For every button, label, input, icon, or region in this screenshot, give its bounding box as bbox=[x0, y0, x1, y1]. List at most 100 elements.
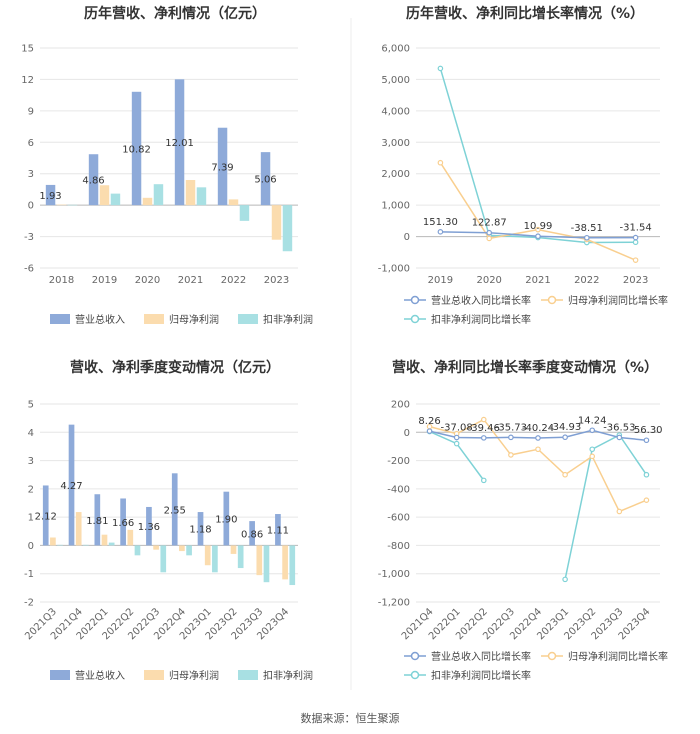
y-tick-label: 5,000 bbox=[381, 75, 410, 86]
bar-deducted-profit bbox=[282, 205, 293, 252]
x-tick-label: 2023 bbox=[264, 275, 289, 286]
x-tick-label: 2021 bbox=[178, 275, 203, 286]
y-tick-label: 0 bbox=[404, 232, 410, 243]
chart-title: 营收、净利季度变动情况（亿元） bbox=[70, 359, 280, 376]
x-tick-label: 2019 bbox=[92, 275, 117, 286]
line-point bbox=[562, 576, 568, 583]
y-tick-label: 2 bbox=[28, 484, 34, 495]
bar-deducted-profit bbox=[186, 545, 192, 556]
line-point bbox=[453, 434, 460, 441]
y-tick-label: -1,200 bbox=[378, 598, 410, 609]
data-source: 数据来源：恒生聚源 bbox=[301, 711, 400, 725]
bar-data-label: 1.93 bbox=[39, 191, 61, 202]
bar-revenue bbox=[88, 154, 99, 206]
y-tick-label: 6 bbox=[28, 138, 34, 149]
y-tick-label: 15 bbox=[21, 44, 34, 55]
chart-title: 营收、净利同比增长率季度变动情况（%） bbox=[392, 359, 658, 376]
bar-data-label: 1.90 bbox=[215, 515, 237, 526]
y-tick-label: -800 bbox=[387, 541, 410, 552]
legend-label: 扣非净利润同比增长率 bbox=[431, 669, 531, 682]
bar-deducted-profit bbox=[263, 545, 270, 583]
y-tick-label: 0 bbox=[28, 541, 34, 552]
legend-marker bbox=[410, 651, 420, 661]
bar-revenue bbox=[45, 184, 56, 206]
bar-revenue bbox=[146, 506, 152, 546]
bar-data-label: 1.11 bbox=[267, 526, 289, 537]
line-point bbox=[535, 233, 541, 240]
bar-net-profit bbox=[256, 545, 263, 576]
line-point bbox=[508, 434, 514, 441]
bar-net-profit bbox=[56, 204, 67, 206]
bar-deducted-profit bbox=[212, 545, 218, 573]
bar-deducted-profit bbox=[110, 193, 121, 206]
bar-data-label: 2.55 bbox=[164, 505, 186, 516]
legend-marker bbox=[410, 314, 420, 324]
y-tick-label: 1,000 bbox=[381, 201, 410, 212]
bar-data-label: 1.36 bbox=[138, 522, 160, 533]
line-point bbox=[480, 435, 487, 441]
line-point bbox=[437, 159, 444, 166]
x-tick-label: 2023 bbox=[623, 275, 648, 286]
y-tick-label: 9 bbox=[28, 106, 34, 117]
y-tick-label: -400 bbox=[387, 484, 410, 495]
line-point bbox=[589, 453, 596, 460]
bar-net-profit bbox=[230, 545, 237, 554]
line-data-label: -31.54 bbox=[619, 223, 651, 234]
legend-label: 扣非净利润 bbox=[263, 669, 313, 682]
series-line bbox=[439, 162, 636, 261]
line-point bbox=[508, 452, 514, 458]
y-tick-label: 1 bbox=[28, 513, 34, 524]
legend-swatch bbox=[50, 314, 70, 324]
line-point bbox=[643, 497, 650, 503]
y-tick-label: -1,000 bbox=[378, 264, 410, 275]
bar-data-label: 1.81 bbox=[86, 516, 108, 527]
bar-revenue bbox=[94, 494, 101, 546]
bar-revenue bbox=[68, 424, 75, 546]
y-tick-label: 0 bbox=[28, 201, 34, 212]
legend-label: 营业总收入 bbox=[75, 669, 125, 682]
y-tick-label: 3 bbox=[28, 456, 34, 467]
legend-label: 扣非净利润同比增长率 bbox=[431, 313, 531, 326]
line-point bbox=[632, 239, 639, 246]
legend-marker bbox=[547, 295, 557, 305]
bar-revenue bbox=[275, 514, 281, 546]
bar-revenue bbox=[260, 152, 271, 206]
line-data-label: 151.30 bbox=[423, 217, 458, 228]
x-tick-label: 2022 bbox=[221, 275, 246, 286]
y-tick-label: 200 bbox=[391, 400, 410, 411]
y-tick-label: 5 bbox=[28, 400, 34, 411]
line-point bbox=[426, 428, 433, 434]
bar-net-profit bbox=[282, 545, 288, 580]
bar-net-profit bbox=[185, 180, 196, 206]
line-point bbox=[616, 508, 623, 515]
bar-data-label: 1.18 bbox=[189, 525, 211, 536]
y-tick-label: 12 bbox=[21, 75, 34, 86]
line-point bbox=[562, 434, 568, 441]
line-point bbox=[562, 471, 568, 478]
bar-data-label: 10.82 bbox=[122, 144, 151, 155]
y-tick-label: -3 bbox=[24, 232, 34, 243]
x-tick-label: 2020 bbox=[476, 275, 501, 286]
series-line bbox=[439, 68, 636, 244]
bar-net-profit bbox=[271, 205, 282, 240]
line-point bbox=[480, 416, 487, 423]
line-data-label: -36.53 bbox=[603, 422, 635, 433]
line-point bbox=[616, 434, 623, 441]
bar-net-profit bbox=[75, 512, 82, 546]
legend-swatch bbox=[144, 314, 164, 324]
line-data-label: -34.93 bbox=[549, 422, 581, 433]
legend-label: 归母净利润 bbox=[169, 313, 219, 326]
line-point bbox=[632, 234, 639, 241]
x-tick-label: 2022 bbox=[574, 275, 599, 286]
bar-deducted-profit bbox=[160, 545, 167, 573]
bar-net-profit bbox=[101, 534, 108, 546]
chart-title: 历年营收、净利同比增长率情况（%） bbox=[406, 5, 644, 22]
x-tick-label: 2018 bbox=[49, 275, 74, 286]
bar-net-profit bbox=[179, 545, 185, 552]
x-tick-label: 2020 bbox=[135, 275, 160, 286]
bar-revenue bbox=[120, 498, 126, 546]
line-point bbox=[632, 257, 639, 263]
bar-revenue bbox=[42, 485, 49, 546]
line-point bbox=[480, 477, 487, 484]
